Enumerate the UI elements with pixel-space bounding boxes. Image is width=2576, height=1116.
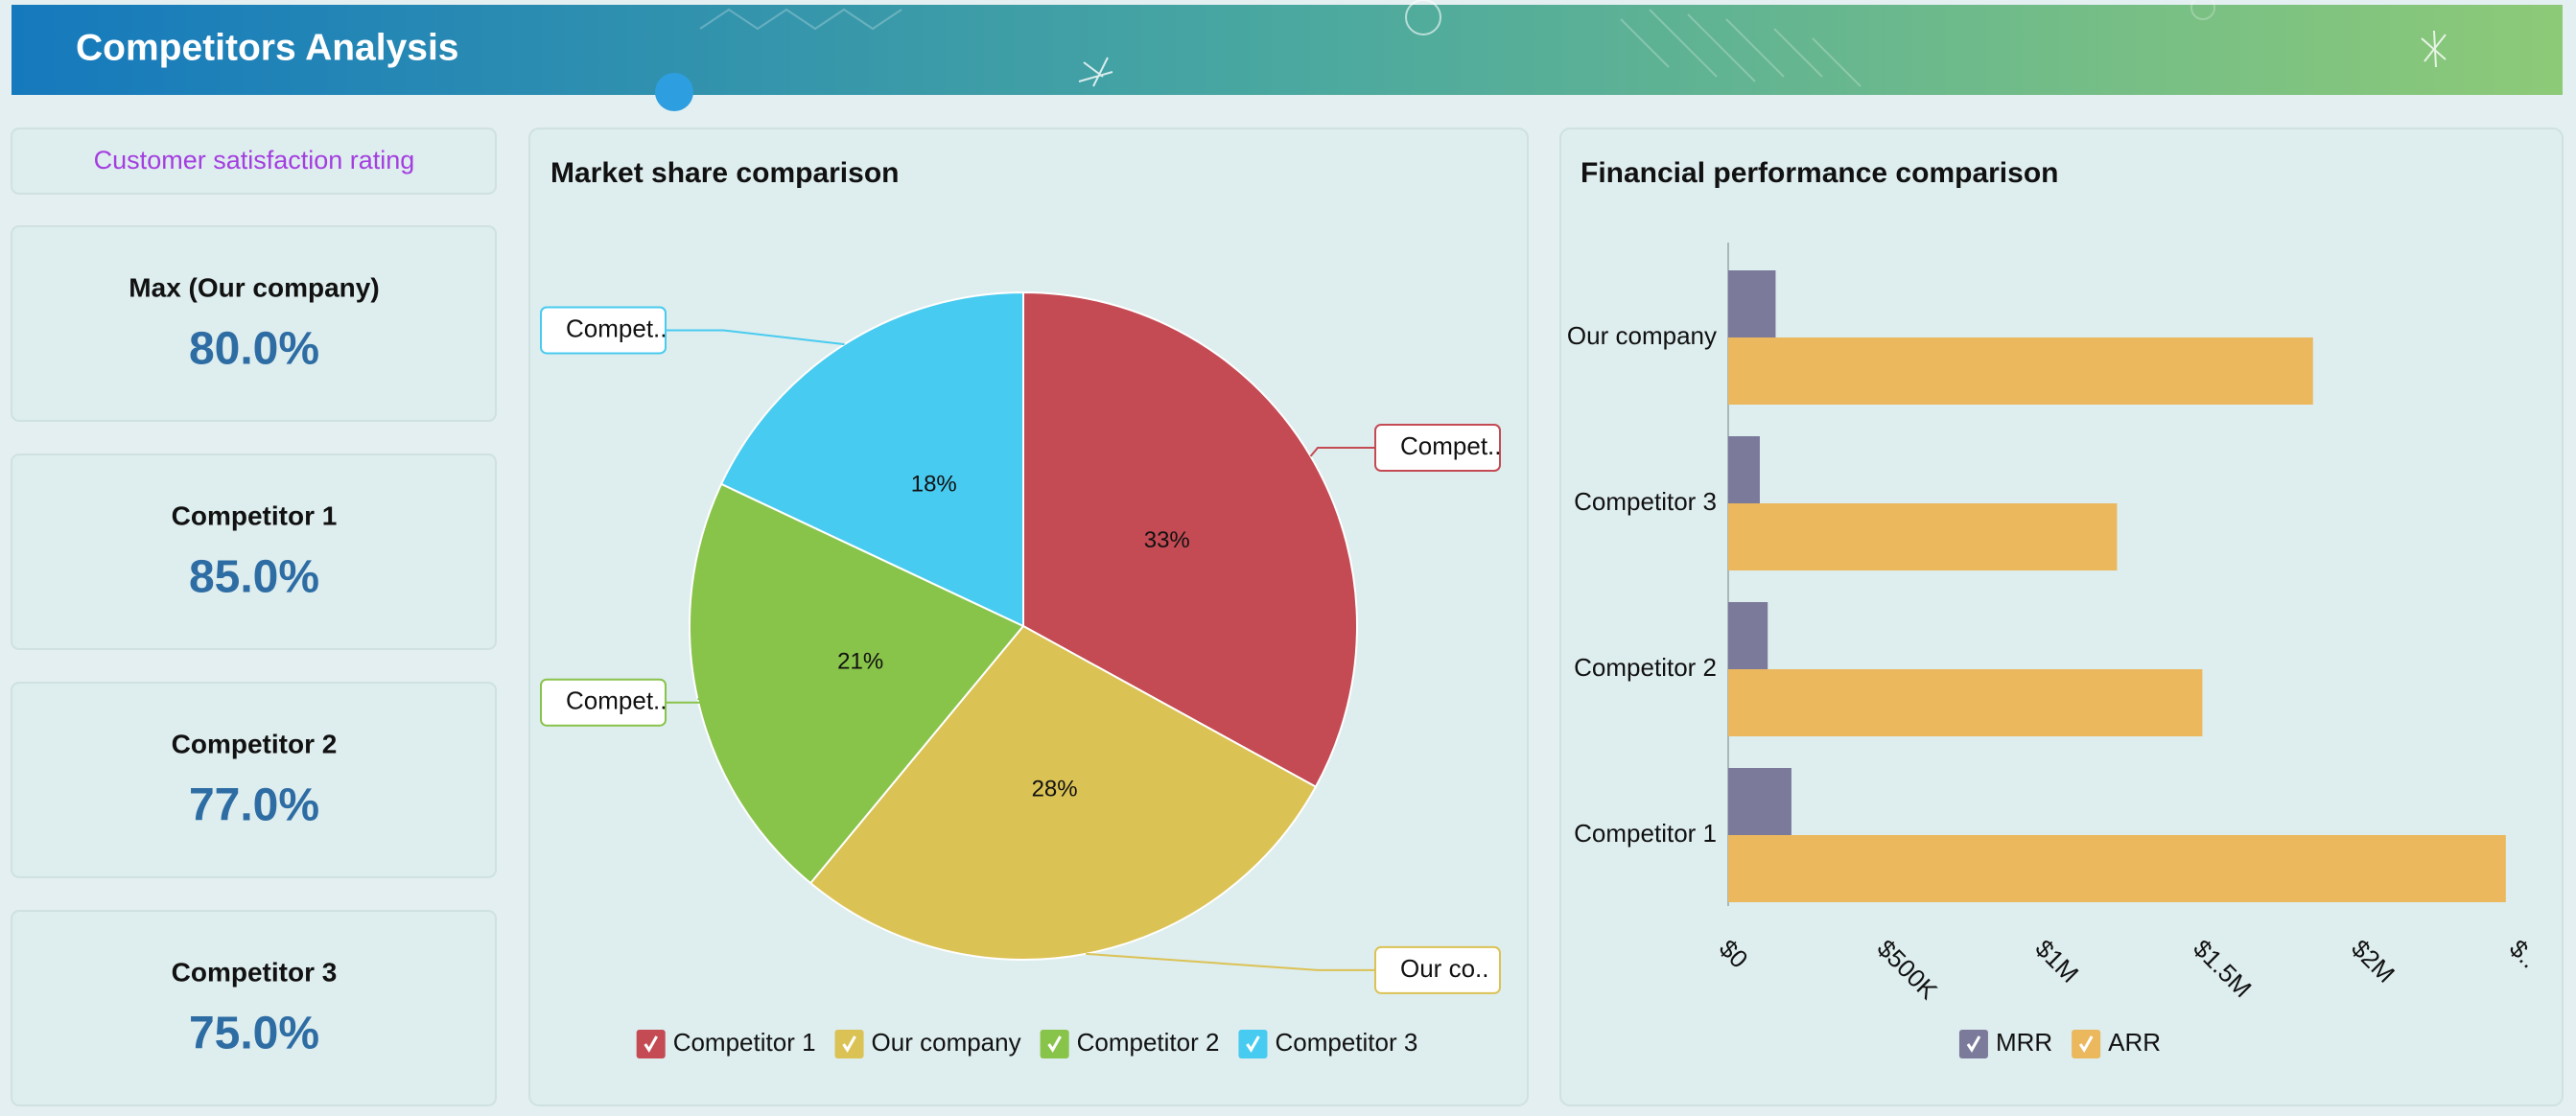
callout-label: Compet.. [1400, 431, 1502, 460]
callout-box [1374, 945, 1501, 994]
chart-title: Financial performance comparison [1581, 157, 2058, 189]
legend-label: Competitor 1 [673, 1028, 816, 1057]
kpi-value: 85.0% [189, 552, 319, 603]
y-tick-label: Competitor 3 [1574, 487, 1717, 516]
bar [1728, 669, 2203, 736]
bar [1728, 503, 2118, 570]
kpi-card [11, 910, 497, 1106]
slice-label: 33% [1144, 527, 1190, 553]
legend-check [2078, 1035, 2094, 1053]
kpi-card [11, 453, 497, 650]
kpi-value: 77.0% [189, 780, 319, 831]
y-tick-label: Competitor 2 [1574, 653, 1717, 682]
legend-label: Our company [872, 1028, 1021, 1057]
bar [1728, 602, 1768, 669]
kpi-value: 80.0% [189, 324, 319, 375]
chart-title: Market share comparison [550, 157, 899, 189]
kpi-label: Competitor 1 [172, 500, 338, 530]
kpi-card [11, 225, 497, 422]
callout-label: Our co.. [1400, 954, 1488, 983]
header-decoration [655, 73, 693, 111]
y-tick-label: Competitor 1 [1574, 819, 1717, 848]
legend-item[interactable]: Competitor 2 [1040, 1028, 1220, 1058]
header-bar [12, 5, 2563, 95]
slice-label: 28% [1032, 776, 1078, 802]
callout-box [540, 678, 667, 727]
legend-label: MRR [1996, 1028, 2052, 1057]
callout-line [666, 329, 845, 346]
bar [1728, 270, 1776, 337]
bar [1728, 768, 1791, 835]
legend-check [1047, 1035, 1062, 1053]
slice-label: 21% [837, 648, 883, 674]
callout-box [540, 306, 667, 355]
kpi-label: Competitor 3 [172, 957, 338, 987]
legend-item[interactable]: Our company [834, 1028, 1021, 1058]
kpi-title-card [11, 128, 497, 195]
kpi-label: Competitor 2 [172, 729, 338, 758]
kpi-label: Max (Our company) [129, 272, 379, 302]
pie-slice [688, 482, 1025, 885]
bar [1728, 835, 2506, 902]
legend-item[interactable]: Competitor 1 [636, 1028, 816, 1058]
callout-line [666, 697, 724, 704]
legend-check [644, 1035, 658, 1053]
callout-box [1374, 423, 1501, 472]
legend-label: Competitor 2 [1077, 1028, 1220, 1057]
slice-label: 18% [911, 471, 957, 497]
legend: MRR ARR [1958, 1028, 2161, 1058]
kpi-value: 75.0% [189, 1009, 319, 1059]
callout-line [1086, 952, 1375, 971]
callout-line [1309, 446, 1375, 457]
legend-item[interactable]: Competitor 3 [1238, 1028, 1417, 1058]
callout-label: Compet.. [566, 314, 667, 342]
legend-item[interactable]: MRR [1958, 1028, 2052, 1058]
bar [1728, 436, 1760, 503]
kpi-title: Customer satisfaction rating [94, 146, 415, 174]
pie-slice [808, 624, 1318, 961]
legend-label: ARR [2108, 1028, 2161, 1057]
legend-check [1966, 1035, 1981, 1053]
legend: Competitor 1 Our company Competitor 2 Compe… [636, 1028, 1417, 1058]
y-tick-label: Our company [1567, 321, 1717, 350]
legend-item[interactable]: ARR [2072, 1028, 2161, 1058]
kpi-card [11, 682, 497, 878]
pie-slice [1022, 291, 1358, 789]
callout-label: Compet.. [566, 686, 667, 715]
header-decoration [699, 0, 2447, 87]
legend-label: Competitor 3 [1275, 1028, 1417, 1057]
legend-check [1246, 1035, 1260, 1053]
bar [1728, 337, 2313, 405]
header-title: Competitors Analysis [76, 27, 458, 68]
legend-check [842, 1035, 856, 1053]
